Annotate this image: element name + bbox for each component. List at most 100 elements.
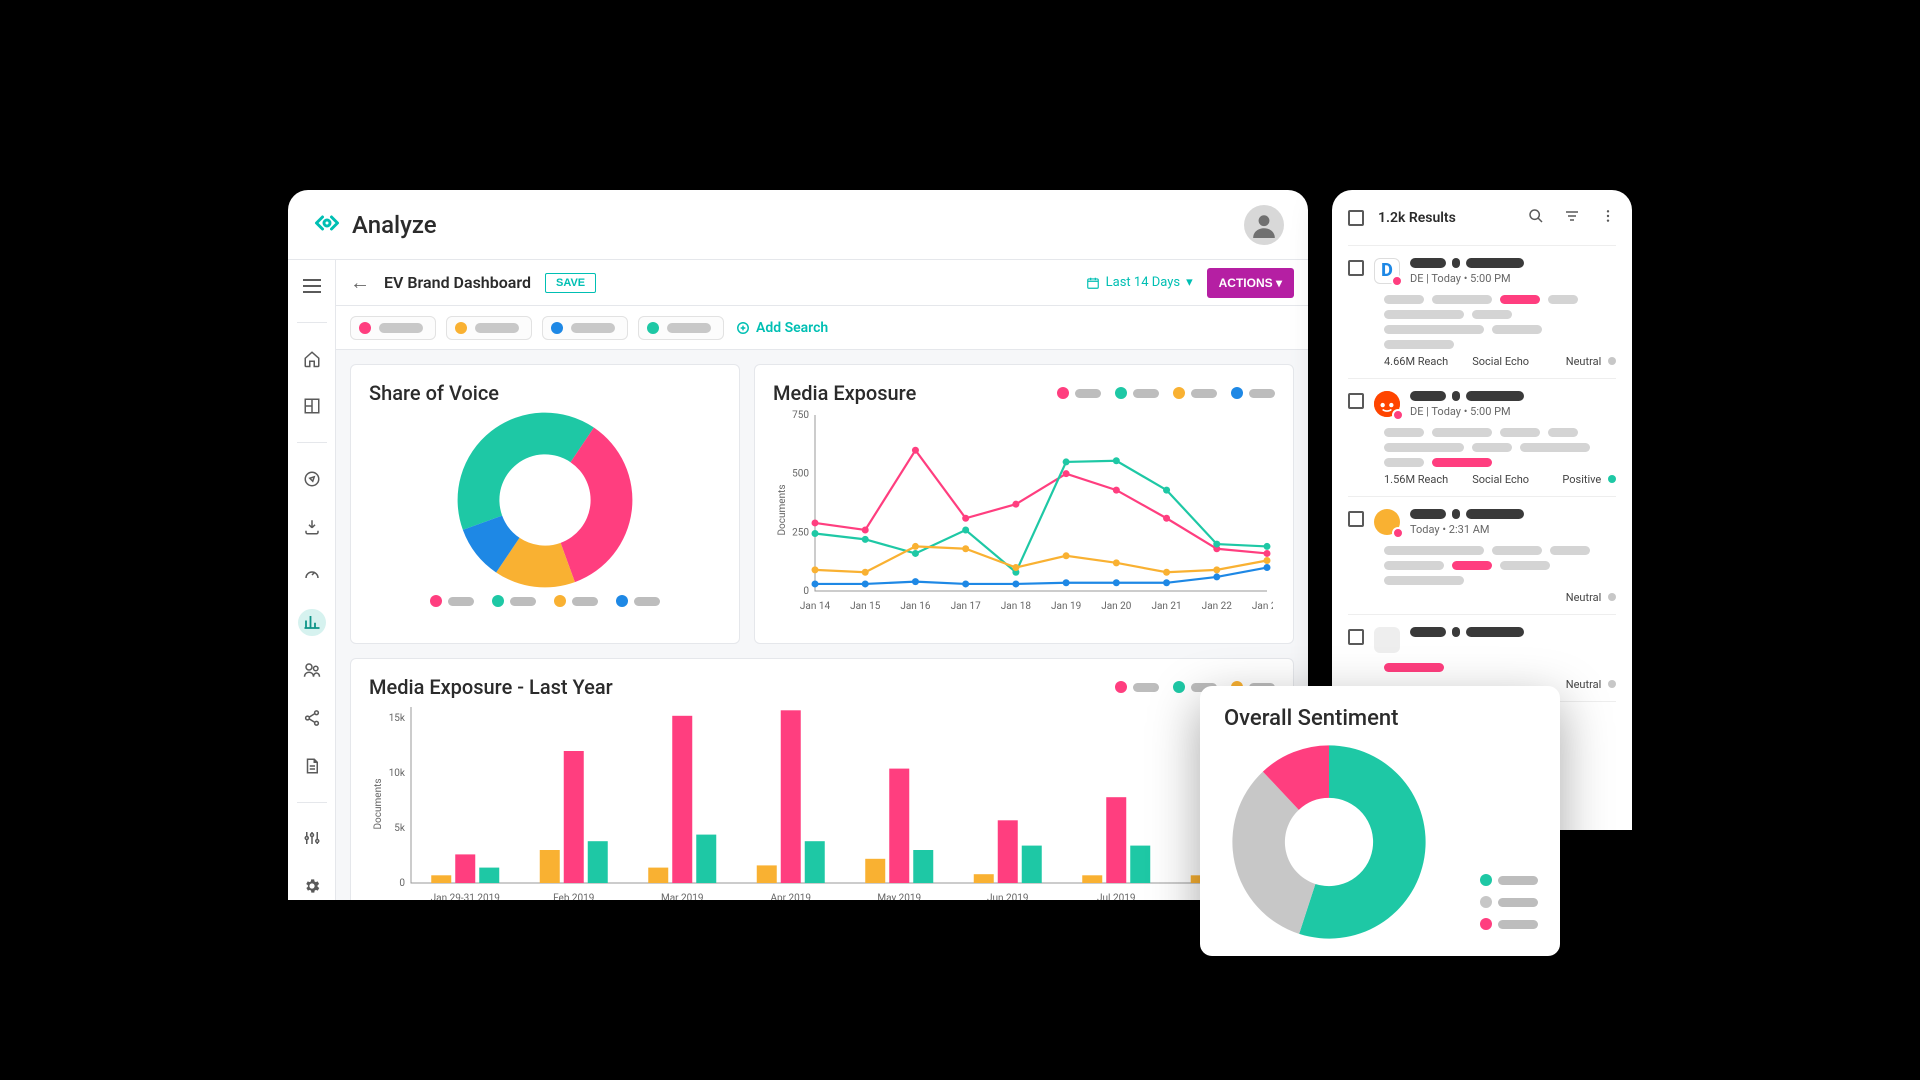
result-checkbox[interactable]: [1348, 511, 1364, 527]
chip-color-dot: [455, 322, 467, 334]
svg-text:Apr 2019: Apr 2019: [771, 893, 812, 900]
legend-dot: [554, 595, 566, 607]
svg-text:Jan 23: Jan 23: [1252, 601, 1273, 612]
add-search-button[interactable]: Add Search: [736, 320, 828, 336]
chip-label-placeholder: [475, 323, 519, 333]
media-exposure-year-card: Media Exposure - Last Year Documents05k1…: [350, 658, 1294, 900]
result-snippet: [1384, 295, 1616, 349]
search-chip[interactable]: [638, 316, 724, 340]
legend-dot: [1057, 387, 1069, 399]
chip-color-dot: [647, 322, 659, 334]
result-checkbox[interactable]: [1348, 629, 1364, 645]
search-chip[interactable]: [542, 316, 628, 340]
chip-label-placeholder: [379, 323, 423, 333]
legend-dot: [1480, 896, 1492, 908]
brand-logo[interactable]: Analyze: [312, 211, 437, 239]
legend-item: [430, 595, 474, 607]
result-footer: Neutral: [1384, 591, 1616, 604]
dashboard-title: EV Brand Dashboard: [384, 273, 531, 292]
result-checkbox[interactable]: [1348, 393, 1364, 409]
results-count: 1.2k Results: [1378, 210, 1456, 226]
search-icon[interactable]: [1528, 208, 1544, 228]
svg-text:Jul 2019: Jul 2019: [1097, 893, 1135, 900]
media-exposure-year-bar-chart: Documents05k10k15kJan 29-31 2019Feb 2019…: [369, 699, 1289, 900]
legend-item: [1480, 918, 1538, 930]
legend-label-placeholder: [634, 597, 660, 606]
calendar-icon: [1086, 276, 1100, 290]
search-chips-row: Add Search: [336, 306, 1308, 350]
actions-button[interactable]: ACTIONS ▾: [1207, 268, 1294, 298]
svg-text:Jun 2019: Jun 2019: [987, 893, 1029, 900]
share-of-voice-legend: [369, 595, 721, 607]
result-item[interactable]: DE | Today • 5:00 PM1.56M ReachSocial Ec…: [1348, 379, 1616, 497]
add-search-label: Add Search: [756, 320, 828, 336]
legend-label-placeholder: [1249, 389, 1275, 398]
save-button[interactable]: SAVE: [545, 273, 596, 293]
card-title: Media Exposure - Last Year: [369, 675, 613, 699]
svg-text:Documents: Documents: [373, 778, 384, 829]
legend-label-placeholder: [1075, 389, 1101, 398]
menu-icon[interactable]: [298, 272, 326, 300]
users-icon[interactable]: [298, 656, 326, 684]
sort-icon[interactable]: [1564, 208, 1580, 228]
source-icon: [1374, 391, 1400, 417]
legend-dot: [492, 595, 504, 607]
compass-icon[interactable]: [298, 465, 326, 493]
result-checkbox[interactable]: [1348, 260, 1364, 276]
share-of-voice-card: Share of Voice: [350, 364, 740, 644]
svg-text:Mar 2019: Mar 2019: [661, 893, 704, 900]
search-chip[interactable]: [350, 316, 436, 340]
sliders-icon[interactable]: [298, 825, 326, 853]
side-nav: [288, 260, 336, 900]
svg-text:Jan 18: Jan 18: [1001, 601, 1032, 612]
legend-label-placeholder: [1498, 876, 1538, 885]
user-avatar[interactable]: [1244, 205, 1284, 245]
legend-item: [554, 595, 598, 607]
legend-item: [1115, 681, 1159, 693]
document-icon[interactable]: [298, 752, 326, 780]
back-arrow-icon[interactable]: ←: [350, 270, 370, 295]
svg-text:Jan 20: Jan 20: [1101, 601, 1132, 612]
search-chip[interactable]: [446, 316, 532, 340]
home-icon[interactable]: [298, 345, 326, 373]
plus-circle-icon: [736, 321, 750, 335]
legend-item: [616, 595, 660, 607]
result-item[interactable]: DDE | Today • 5:00 PM4.66M ReachSocial E…: [1348, 246, 1616, 379]
legend-item: [1480, 874, 1538, 886]
app-header: Analyze: [288, 190, 1308, 260]
chip-label-placeholder: [571, 323, 615, 333]
card-title: Share of Voice: [369, 381, 721, 405]
legend-item: [1480, 896, 1538, 908]
result-snippet: [1384, 663, 1616, 672]
gear-icon[interactable]: [298, 872, 326, 900]
select-all-checkbox[interactable]: [1348, 210, 1364, 226]
result-item[interactable]: Today • 2:31 AM Neutral: [1348, 497, 1616, 615]
result-meta: Today • 2:31 AM: [1410, 523, 1616, 536]
share-icon[interactable]: [298, 704, 326, 732]
chart-icon[interactable]: [298, 609, 326, 637]
svg-text:May 2019: May 2019: [877, 893, 921, 900]
sentiment-legend: [1480, 874, 1538, 930]
svg-text:15k: 15k: [389, 713, 406, 724]
svg-text:Jan 21: Jan 21: [1151, 601, 1181, 612]
legend-label-placeholder: [1133, 683, 1159, 692]
legend-label-placeholder: [448, 597, 474, 606]
svg-text:Jan 29-31 2019: Jan 29-31 2019: [431, 893, 500, 900]
legend-dot: [616, 595, 628, 607]
svg-text:0: 0: [803, 586, 809, 597]
legend-label-placeholder: [1498, 898, 1538, 907]
legend-item: [1173, 387, 1217, 399]
gauge-icon[interactable]: [298, 561, 326, 589]
legend-label-placeholder: [510, 597, 536, 606]
result-footer: 4.66M ReachSocial EchoNeutral: [1384, 355, 1616, 368]
legend-label-placeholder: [1191, 389, 1217, 398]
layout-icon[interactable]: [298, 393, 326, 421]
svg-text:Jan 14: Jan 14: [800, 601, 831, 612]
download-icon[interactable]: [298, 513, 326, 541]
legend-dot: [1115, 387, 1127, 399]
date-range-picker[interactable]: Last 14 Days ▾: [1086, 275, 1193, 290]
svg-text:0: 0: [399, 878, 405, 889]
more-icon[interactable]: [1600, 208, 1616, 228]
chip-color-dot: [551, 322, 563, 334]
legend-label-placeholder: [1498, 920, 1538, 929]
